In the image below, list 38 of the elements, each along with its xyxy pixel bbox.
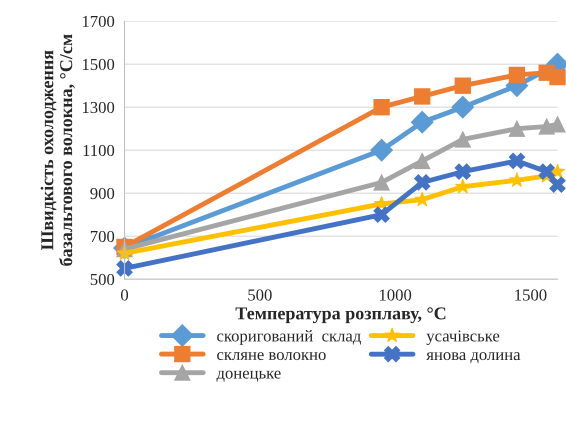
point [410, 110, 434, 134]
x-tick-label: 1000 [380, 289, 412, 301]
point [508, 66, 526, 84]
point [414, 152, 430, 170]
y-tick-label: 500 [90, 274, 114, 286]
legend-label: скоригований склад [217, 330, 361, 345]
x-tick-label: 500 [248, 289, 272, 301]
point [538, 118, 555, 135]
point [373, 174, 390, 191]
point [454, 131, 471, 148]
point [538, 164, 555, 180]
point [508, 152, 526, 170]
x-tick-label: 0 [120, 289, 128, 301]
legend-label: скляне волокно [217, 352, 326, 360]
legend-label: усачівське [426, 330, 500, 345]
point [414, 88, 430, 105]
point [508, 120, 526, 137]
x-tick-label: 1500 [515, 289, 546, 301]
point [549, 176, 566, 193]
y-tick-label: 1700 [82, 16, 114, 28]
point [370, 138, 393, 162]
y-tick-label: 1500 [82, 58, 114, 70]
y-tick-label: 700 [90, 230, 114, 242]
point [373, 99, 390, 116]
legend-label: янова долина [426, 352, 520, 364]
x-axis-title: Температура розплаву, °С [236, 307, 446, 324]
y-tick-label: 900 [90, 188, 114, 200]
y-tick-label: 1100 [84, 144, 114, 156]
point [116, 260, 133, 277]
point [454, 78, 471, 94]
point [549, 68, 566, 86]
y-axis-title: Швидкість охолодження базальтового волокна, °С/см [40, 34, 75, 266]
point [373, 206, 390, 223]
point [454, 164, 471, 180]
point [414, 174, 430, 191]
legend-label: донецьке [216, 370, 281, 382]
point [451, 96, 474, 118]
y-tick-label: 1300 [82, 102, 114, 114]
